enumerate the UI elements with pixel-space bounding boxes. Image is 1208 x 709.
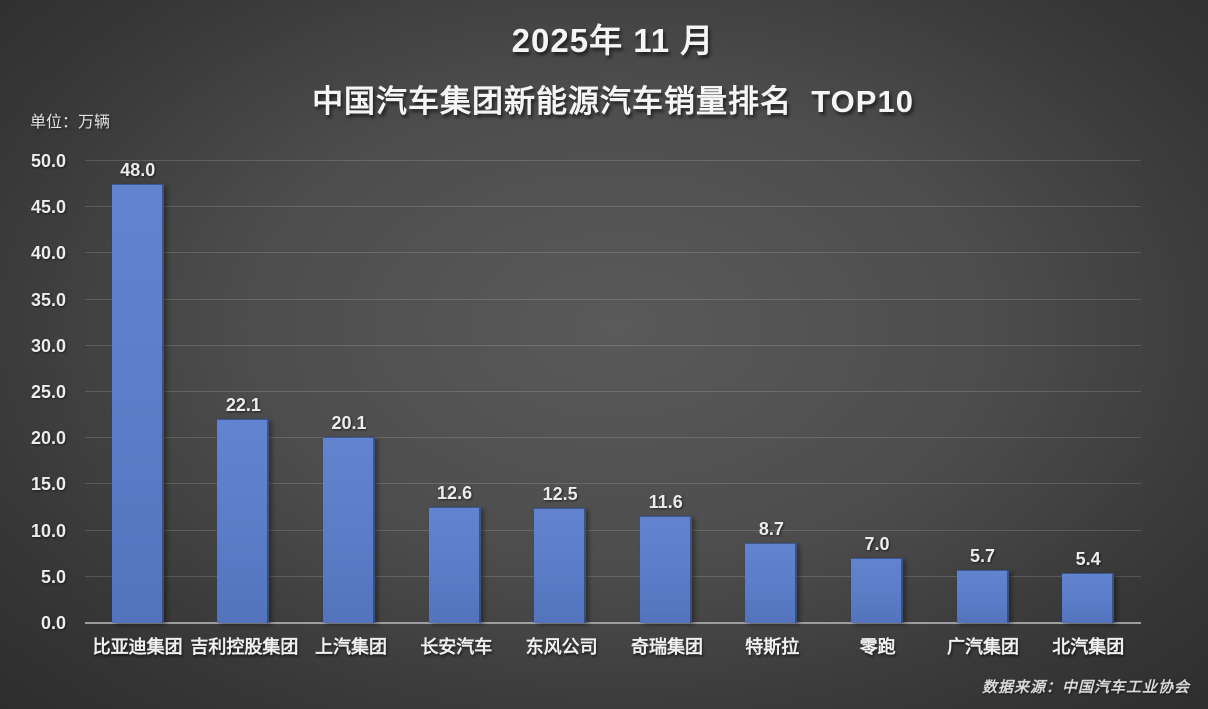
y-tick-label: 35.0 — [30, 289, 66, 310]
category-label: 奇瑞集团 — [630, 637, 703, 657]
bar-column: 7.0 — [824, 161, 930, 623]
gridline — [85, 437, 1141, 439]
bar-2 — [217, 418, 270, 623]
gridline — [85, 575, 1141, 577]
bar-column: 12.6 — [402, 161, 508, 623]
bar-value-label: 5.7 — [970, 546, 996, 567]
bar-column: 5.7 — [930, 161, 1036, 623]
chart-title-main: 中国汽车集团新能源汽车销量排名 TOP10 — [312, 84, 914, 119]
bar-value-label: 12.6 — [437, 482, 473, 503]
category-label: 东风公司 — [525, 637, 598, 657]
bar-column: 11.6 — [613, 161, 719, 623]
data-source-note: 数据来源：中国汽车工业协会 — [981, 680, 1190, 696]
title-block: 2025年 11 月 中国汽车集团新能源汽车销量排名 TOP10 — [85, 14, 1141, 121]
category-label: 吉利控股集团 — [190, 637, 299, 657]
bar-column: 5.4 — [1035, 161, 1141, 623]
bar-7 — [745, 542, 798, 623]
y-tick-label: 15.0 — [30, 474, 66, 495]
y-tick-label: 25.0 — [30, 382, 66, 402]
category-labels: 比亚迪集团 吉利控股集团 上汽集团 长安汽车 东风公司 奇瑞集团 特斯拉 零跑 广汽集团 北汽集团 — [85, 633, 1141, 659]
y-axis-labels: 0.0 5.0 10.0 15.0 20.0 25.0 30.0 35.0 40.0 45.0 50… — [0, 151, 66, 633]
bar-9 — [956, 570, 1009, 623]
y-tick-label: 30.0 — [30, 335, 66, 356]
plot-area: 48.0 22.1 20.1 12.6 12.5 11.6 8.7 7.0 5.7 5.4 — [85, 160, 1141, 624]
bar-3 — [322, 437, 375, 623]
category-label: 长安汽车 — [420, 637, 493, 657]
bar-8 — [850, 558, 903, 623]
category-label: 特斯拉 — [745, 637, 800, 657]
y-tick-label: 50.0 — [30, 151, 66, 171]
gridline — [85, 298, 1141, 300]
gridline — [85, 529, 1141, 531]
gridline — [85, 391, 1141, 392]
unit-label: 单位：万辆 — [30, 114, 111, 131]
y-tick-label: 45.0 — [30, 197, 66, 218]
bar-column: 20.1 — [296, 161, 402, 623]
gridline — [85, 483, 1141, 485]
category-label: 上汽集团 — [314, 637, 387, 657]
y-tick-label: 20.0 — [30, 428, 66, 449]
x-axis-line — [85, 622, 1141, 624]
bar-value-label: 5.4 — [1075, 549, 1101, 570]
bar-5 — [534, 507, 587, 623]
bars: 48.0 22.1 20.1 12.6 12.5 11.6 8.7 7.0 5.7 5.4 — [85, 161, 1141, 623]
chart-title-date: 2025年 11 月 — [511, 22, 715, 59]
category-label: 零跑 — [859, 637, 896, 657]
bar-column: 48.0 — [85, 161, 191, 623]
bar-10 — [1062, 573, 1115, 623]
bar-6 — [639, 515, 692, 623]
bar-value-label: 20.1 — [331, 413, 367, 434]
y-tick-label: 10.0 — [30, 520, 66, 541]
gridline — [85, 344, 1141, 346]
bar-column: 8.7 — [719, 161, 825, 623]
y-tick-label: 5.0 — [40, 566, 66, 587]
y-tick-label: 0.0 — [40, 613, 66, 633]
bar-value-label: 8.7 — [758, 518, 784, 539]
bar-value-label: 48.0 — [120, 160, 156, 180]
bar-4 — [428, 506, 481, 623]
gridline — [85, 206, 1141, 208]
bar-column: 22.1 — [191, 161, 297, 623]
category-label: 广汽集团 — [946, 637, 1019, 657]
y-tick-label: 40.0 — [30, 243, 66, 264]
bar-column: 12.5 — [507, 161, 613, 623]
category-label: 比亚迪集团 — [92, 637, 183, 657]
bar-value-label: 12.5 — [542, 483, 578, 504]
bar-1 — [111, 184, 164, 623]
category-label: 北汽集团 — [1052, 637, 1125, 657]
gridline — [85, 252, 1141, 254]
bar-value-label: 11.6 — [648, 491, 683, 512]
bar-value-label: 7.0 — [864, 534, 890, 555]
bar-value-label: 22.1 — [225, 394, 261, 415]
gridline — [85, 160, 1141, 161]
